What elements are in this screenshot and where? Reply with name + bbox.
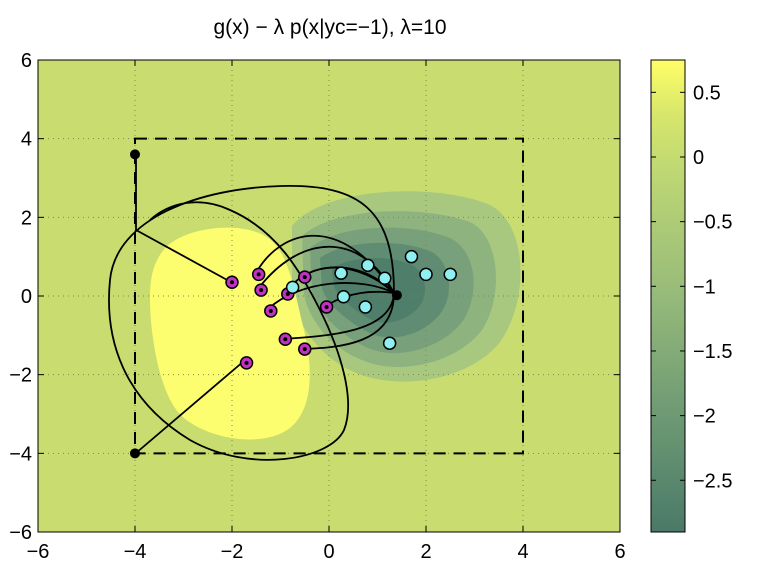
attractor-point [391,290,402,301]
magenta-point-center [256,272,261,277]
cyan-point [334,266,348,280]
x-tick-label: 4 [517,541,528,563]
y-tick-label: −2 [9,365,32,387]
colorbar [650,59,686,533]
x-tick-label: 6 [614,541,625,563]
y-tick-label: 4 [21,129,32,151]
x-tick-label: −2 [221,541,244,563]
magenta-point-center [324,305,329,310]
cyan-point [358,300,373,314]
colorbar-tick-label: −1 [693,276,716,298]
trajectory-loop-h [299,292,395,350]
trajectory-bottom-start [135,360,245,454]
trajectory-loop-b [257,246,395,294]
cyan-point [419,267,433,282]
cyan-point [404,249,419,264]
contour-level-5 [332,257,426,323]
start-point [130,149,140,160]
colorbar-tick-label: −2 [693,406,716,428]
trajectory-loop-e [267,282,395,310]
y-tick-label: 0 [21,286,32,308]
positive-region [150,227,310,440]
trajectory-loop-d [302,266,395,294]
dashed-bounding-box [134,137,524,455]
colorbar-ticks: 0.5 0 −0.5 −1 −1.5 −2 −2.5 [651,82,732,492]
trajectories [108,153,395,461]
magenta-point-center [302,347,307,352]
cyan-point [443,267,457,282]
y-tick-label: −4 [9,443,32,465]
colorbar-tick-label: −1.5 [693,341,732,363]
magenta-points [225,267,334,370]
trajectory-loop-f [326,290,395,306]
magenta-point-center [268,308,273,313]
start-point [130,448,140,459]
cyan-point [361,258,375,273]
y-tick-label: −6 [9,522,32,544]
trajectory-outer-loop [108,185,395,461]
magenta-point-center [285,292,290,297]
magenta-point-center [259,288,264,293]
magenta-point-center [244,360,249,365]
colorbar-tick-label: 0 [693,147,704,169]
x-tick-label: 0 [323,541,334,563]
cyan-point [382,336,397,350]
magenta-point-center [283,337,288,342]
cyan-point [336,290,351,304]
x-tick-label: −4 [124,541,147,563]
magenta-point-center [230,280,234,285]
chart-title: g(x) − λ p(x|yc=−1), λ=10 [213,16,446,39]
cyan-point [285,280,300,295]
x-tick-label: 2 [420,541,431,563]
colorbar-tick-label: −0.5 [693,212,732,234]
colorbar-tick-label: 0.5 [693,82,721,104]
magenta-point-center [302,275,307,280]
y-tick-label: 2 [21,207,32,229]
y-tick-label: 6 [21,50,32,72]
cyan-points [285,249,457,350]
axis-ticks [37,59,621,533]
trajectory-loop-g [281,292,395,340]
x-tick-label: −6 [27,541,50,563]
axis-tick-labels: −6 −4 −2 0 2 4 6 −6 −4 −2 0 2 4 6 [9,50,625,563]
start-points [130,149,140,459]
colorbar-tick-label: −2.5 [693,470,732,492]
cyan-point [378,271,392,286]
